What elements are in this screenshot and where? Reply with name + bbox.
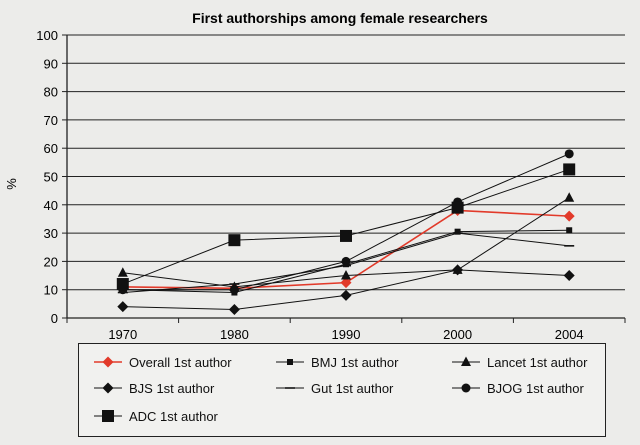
legend-label: Lancet 1st author <box>487 354 588 370</box>
x-tick-labels: 1970 1980 1990 2000 2004 <box>108 327 583 342</box>
series-line <box>122 153 570 291</box>
y-tick-label: 30 <box>44 226 58 241</box>
series-adc-1st-author <box>116 163 576 291</box>
y-tick-label: 50 <box>44 170 58 185</box>
data-point <box>563 163 576 176</box>
data-point <box>116 278 129 291</box>
legend-item: Lancet 1st author <box>451 352 587 372</box>
data-point <box>564 149 574 159</box>
data-point <box>566 227 573 234</box>
y-tick-label: 100 <box>36 28 58 43</box>
data-point <box>340 277 352 289</box>
series-layer <box>116 149 576 316</box>
legend-label: BJOG 1st author <box>487 380 584 396</box>
data-point <box>117 301 129 313</box>
legend-item: Overall 1st author <box>93 352 232 372</box>
x-tick-label: 1980 <box>220 327 249 342</box>
legend-item: Gut 1st author <box>275 378 393 398</box>
y-axis-label: % <box>4 178 19 190</box>
data-point <box>341 270 351 280</box>
y-tick-labels: 0 10 20 30 40 50 60 70 80 90 100 <box>36 28 58 326</box>
axes <box>66 35 626 323</box>
legend: Overall 1st author BMJ 1st author Lancet 1… <box>78 343 606 437</box>
legend-item: BJOG 1st author <box>451 378 584 398</box>
legend-marker <box>102 382 114 394</box>
x-tick-label: 1990 <box>332 327 361 342</box>
data-point <box>229 285 239 295</box>
legend-marker <box>102 410 114 422</box>
data-point <box>340 229 352 242</box>
data-point <box>454 228 461 235</box>
legend-swatch <box>276 387 304 389</box>
data-point <box>563 270 575 282</box>
y-tick-label: 80 <box>44 85 58 100</box>
data-point <box>564 192 575 202</box>
legend-swatch <box>94 356 122 368</box>
x-tick-label: 2000 <box>443 327 472 342</box>
legend-swatch <box>94 410 122 422</box>
y-tick-label: 20 <box>44 254 58 269</box>
data-point <box>117 267 128 277</box>
legend-label: Overall 1st author <box>129 354 232 370</box>
legend-marker <box>287 359 293 365</box>
legend-label: ADC 1st author <box>129 408 218 424</box>
y-tick-label: 10 <box>44 283 58 298</box>
y-tick-label: 0 <box>51 311 58 326</box>
data-point <box>341 256 351 266</box>
y-tick-label: 60 <box>44 141 58 156</box>
series-bjs-1st-author <box>117 264 575 316</box>
data-point <box>228 234 241 247</box>
legend-swatch <box>452 356 480 366</box>
legend-marker <box>461 383 471 393</box>
legend-label: BJS 1st author <box>129 380 215 396</box>
chart-title: First authorships among female researche… <box>192 10 488 26</box>
x-tick-label: 2004 <box>555 327 584 342</box>
y-tick-label: 40 <box>44 198 58 213</box>
y-tick-label: 70 <box>44 113 58 128</box>
legend-swatch <box>276 359 304 365</box>
legend-label: BMJ 1st author <box>311 354 399 370</box>
x-tick-label: 1970 <box>108 327 137 342</box>
data-point <box>340 289 352 301</box>
legend-item: BMJ 1st author <box>275 352 398 372</box>
legend-item: BJS 1st author <box>93 378 214 398</box>
data-point <box>452 264 464 276</box>
data-point <box>563 210 575 222</box>
legend-swatch <box>94 382 122 394</box>
y-tick-label: 90 <box>44 56 58 71</box>
data-point <box>228 304 240 316</box>
legend-label: Gut 1st author <box>311 380 394 396</box>
legend-item: ADC 1st author <box>93 406 218 426</box>
legend-marker <box>461 356 471 366</box>
legend-swatch <box>452 383 480 393</box>
data-point <box>451 201 464 214</box>
legend-marker <box>102 356 114 368</box>
